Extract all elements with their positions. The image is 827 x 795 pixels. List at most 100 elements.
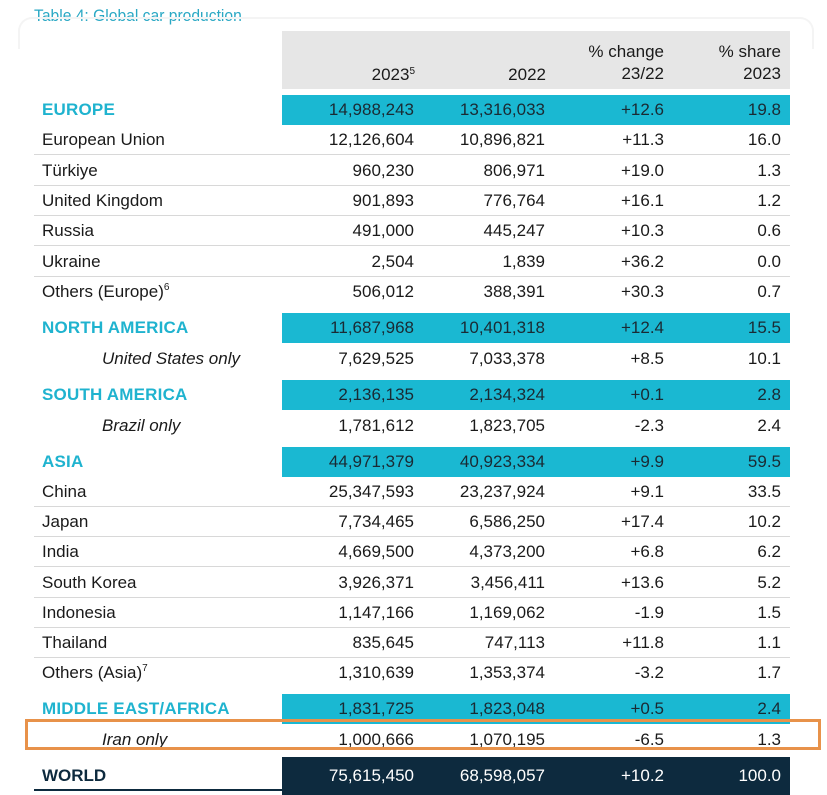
header-pct-change: % change 23/22 — [588, 42, 664, 83]
value-2023: 4,669,500 — [338, 542, 414, 561]
pct-share: 1.1 — [757, 633, 781, 652]
pct-share: 2.4 — [757, 699, 781, 718]
row-divider — [34, 215, 790, 216]
value-2023: 2,504 — [371, 252, 414, 271]
table-row: Brazil only 1,781,612 1,823,705 -2.3 2.4 — [34, 411, 790, 441]
pct-change: +12.6 — [620, 100, 664, 119]
value-2022: 6,586,250 — [469, 512, 545, 531]
table-row: Others (Asia)7 1,310,639 1,353,374 -3.2 … — [34, 658, 790, 688]
value-2022: 388,391 — [483, 282, 545, 301]
table-row: ASIA 44,971,379 40,923,334 +9.9 59.5 — [34, 447, 790, 477]
world-underline — [34, 789, 282, 791]
pct-share: 6.2 — [757, 542, 781, 561]
region-band — [282, 380, 790, 410]
value-2023: 506,012 — [352, 282, 414, 301]
pct-change: +11.8 — [622, 633, 664, 652]
pct-share: 2.8 — [757, 385, 781, 404]
row-name: China — [42, 482, 87, 501]
pct-share: 19.8 — [747, 100, 781, 119]
pct-share: 10.2 — [747, 512, 781, 531]
table-frame — [18, 17, 814, 49]
value-2022: 747,113 — [484, 633, 545, 652]
region-band — [282, 313, 790, 343]
pct-change: +0.5 — [630, 699, 664, 718]
row-divider — [34, 154, 790, 155]
table-row: SOUTH AMERICA 2,136,135 2,134,324 +0.1 2… — [34, 380, 790, 410]
value-2022: 1,823,048 — [469, 699, 545, 718]
table-row-world: WORLD 75,615,450 68,598,057 +10.2 100.0 — [34, 757, 790, 795]
pct-change: +10.3 — [620, 221, 664, 240]
value-2022: 10,401,318 — [459, 318, 545, 337]
row-divider — [34, 245, 790, 246]
value-2023: 1,000,666 — [338, 730, 414, 749]
value-2023: 7,734,465 — [338, 512, 414, 531]
table-title: Table 4: Global car production — [34, 6, 242, 25]
header-background — [282, 31, 790, 89]
value-2023: 12,126,604 — [328, 130, 414, 149]
value-2022: 7,033,378 — [469, 349, 545, 368]
value-2022: 3,456,411 — [470, 573, 545, 592]
row-divider — [34, 597, 790, 598]
row-name: Türkiye — [42, 161, 98, 180]
row-name: Indonesia — [42, 603, 116, 622]
value-2023: 25,347,593 — [328, 482, 414, 501]
value-2022: 1,823,705 — [469, 416, 545, 435]
row-divider — [34, 657, 790, 658]
row-name: Ukraine — [42, 252, 101, 271]
world-band — [282, 757, 790, 795]
pct-share: 1.7 — [757, 663, 781, 682]
value-2023: 901,893 — [352, 191, 414, 210]
row-name: Japan — [42, 512, 89, 531]
table-row: China 25,347,593 23,237,924 +9.1 33.5 — [34, 477, 790, 507]
value-2023: 960,230 — [352, 161, 414, 180]
pct-share: 1.2 — [757, 191, 781, 210]
value-2022: 4,373,200 — [469, 542, 545, 561]
value-2023: 1,781,612 — [338, 416, 414, 435]
pct-change: +10.2 — [620, 766, 664, 785]
table-row: Japan 7,734,465 6,586,250 +17.4 10.2 — [34, 507, 790, 537]
value-2022: 776,764 — [483, 191, 545, 210]
pct-share: 1.5 — [757, 603, 781, 622]
row-name: Brazil only — [102, 416, 181, 435]
pct-share: 5.2 — [757, 573, 781, 592]
value-2022: 1,169,062 — [469, 603, 545, 622]
pct-change: +9.1 — [630, 482, 664, 501]
table-row: Indonesia 1,147,166 1,169,062 -1.9 1.5 — [34, 598, 790, 628]
value-2023: 7,629,525 — [338, 349, 414, 368]
table-row: Türkiye 960,230 806,971 +19.0 1.3 — [34, 156, 790, 186]
pct-change: +17.4 — [620, 512, 664, 531]
value-2022: 40,923,334 — [459, 452, 545, 471]
value-2023: 491,000 — [352, 221, 414, 240]
row-name: United States only — [102, 349, 240, 368]
pct-share: 0.0 — [757, 252, 781, 271]
value-2022: 1,070,195 — [469, 730, 545, 749]
pct-share: 1.3 — [757, 161, 781, 180]
row-name: Others (Europe)6 — [42, 282, 170, 301]
pct-change: -2.3 — [634, 416, 664, 435]
pct-share: 2.4 — [757, 416, 781, 435]
row-name: South Korea — [42, 573, 137, 592]
row-name: WORLD — [42, 766, 107, 785]
pct-change: -3.2 — [634, 663, 664, 682]
table-row: Others (Europe)6 506,012 388,391 +30.3 0… — [34, 277, 790, 307]
value-2023: 1,147,166 — [338, 603, 414, 622]
header-pct-share: % share 2023 — [718, 42, 781, 83]
pct-change: +9.9 — [630, 452, 664, 471]
row-name: India — [42, 542, 79, 561]
table-row: Russia 491,000 445,247 +10.3 0.6 — [34, 216, 790, 246]
row-name: MIDDLE EAST/AFRICA — [42, 699, 230, 718]
row-name: EUROPE — [42, 100, 115, 119]
table-row: Ukraine 2,504 1,839 +36.2 0.0 — [34, 247, 790, 277]
value-2022: 806,971 — [483, 161, 545, 180]
table-row: United Kingdom 901,893 776,764 +16.1 1.2 — [34, 186, 790, 216]
pct-change: +36.2 — [620, 252, 664, 271]
header-2023: 20235 — [371, 65, 415, 84]
header-2022: 2022 — [508, 65, 546, 84]
pct-change: +8.5 — [630, 349, 664, 368]
table-row: EUROPE 14,988,243 13,316,033 +12.6 19.8 — [34, 95, 790, 125]
value-2023: 44,971,379 — [328, 452, 414, 471]
table-row: South Korea 3,926,371 3,456,411 +13.6 5.… — [34, 568, 790, 598]
pct-change: +12.4 — [620, 318, 664, 337]
row-name: SOUTH AMERICA — [42, 385, 188, 404]
table-row: United States only 7,629,525 7,033,378 +… — [34, 344, 790, 374]
